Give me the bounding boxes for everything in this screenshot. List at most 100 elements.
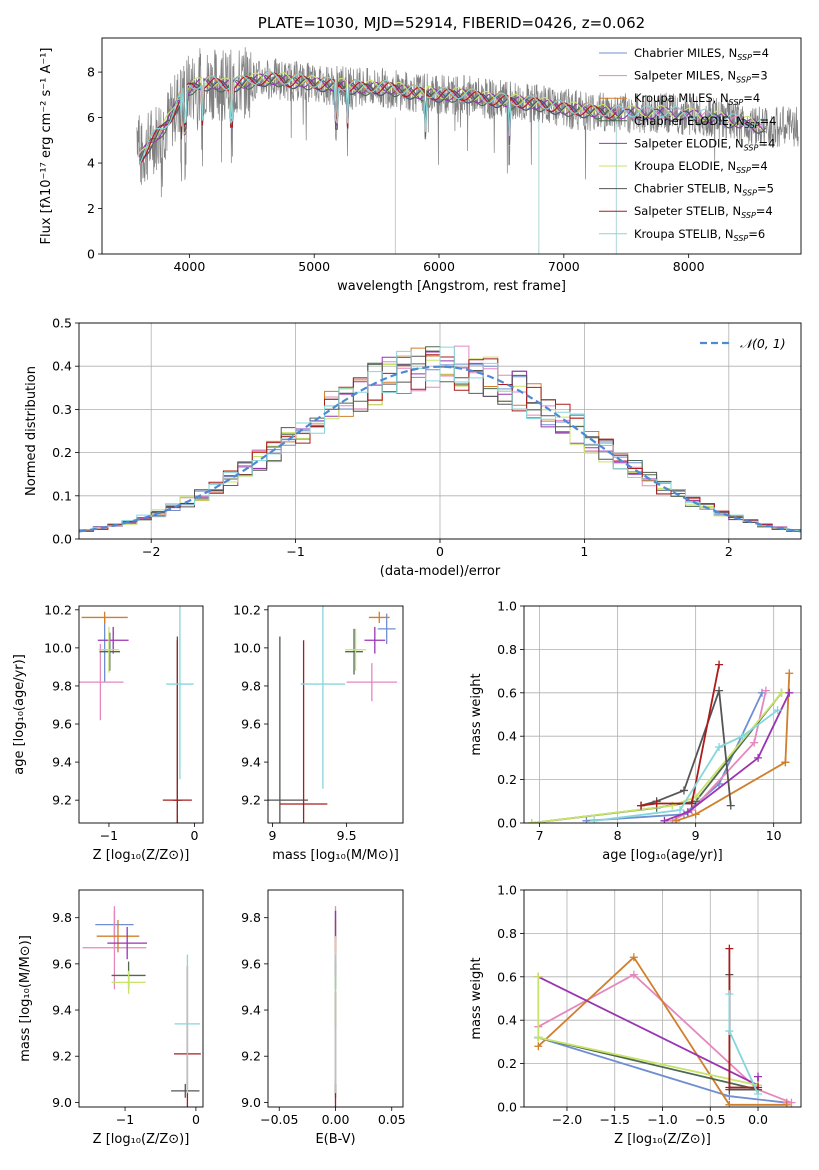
x-tick-label: 0.00	[322, 1112, 350, 1127]
plot-area-weight-Z	[534, 944, 796, 1107]
weight-marker	[629, 953, 638, 962]
x-tick-label: −1.0	[647, 1112, 677, 1127]
y-tick-label: 9.0	[241, 1095, 261, 1110]
x-tick-label: −1	[100, 828, 118, 843]
errorbar-point	[279, 640, 328, 823]
panel-spectrum: 4000 5000 6000 7000 8000 0 2 4 6 8 wavelength [Ang…	[39, 14, 802, 294]
y-tick-label: 9.2	[241, 1049, 261, 1064]
y-axis-label: mass weight	[469, 957, 484, 1039]
x-tick-label: −1	[286, 544, 304, 559]
y-tick-label: 10.2	[233, 602, 261, 617]
weight-marker	[725, 1083, 734, 1092]
x-tick-label: 9.5	[337, 828, 357, 843]
y-tick-label: 9.4	[241, 755, 261, 770]
plot-area-age-Z	[79, 606, 194, 823]
plot-area-weight-age	[527, 660, 794, 823]
y-tick-label: 10.0	[233, 640, 261, 655]
histogram-8	[79, 346, 801, 531]
x-tick-label: −2	[142, 544, 160, 559]
errorbar-point	[268, 636, 309, 823]
axes-frame	[78, 605, 204, 824]
weight-marker	[754, 753, 763, 762]
y-tick-label: 0.6	[497, 685, 517, 700]
axes-frame	[78, 889, 204, 1108]
weight-marker	[782, 1100, 791, 1107]
y-tick-label: 8	[87, 65, 95, 80]
y-tick-label: 9.4	[52, 1003, 72, 1018]
x-tick-label: 0.0	[748, 1112, 768, 1127]
weight-marker	[725, 944, 734, 953]
weight-marker	[534, 1042, 543, 1051]
weight-marker	[773, 706, 782, 715]
panel-age-Z: −1 0 9.2 9.4 9.6 9.8 10.0 10.2 Z [log₁₀(Z/Z⊙)] ag…	[12, 602, 204, 863]
plot-area-spectrum	[136, 47, 799, 254]
panel-residuals: −2 −1 0 1 2 0.0 0.1 0.2 0.3 0.4 0.5 (data-model)/er…	[24, 316, 802, 579]
errorbar-point	[377, 613, 396, 645]
x-tick-label: −1.5	[600, 1112, 630, 1127]
errorbar-point	[82, 906, 147, 990]
weight-marker	[676, 805, 685, 814]
y-tick-label: 0.5	[52, 316, 72, 331]
model-spectrum-4	[138, 73, 766, 158]
errorbar-point	[345, 628, 363, 675]
y-tick-label: 2	[87, 201, 95, 216]
panel-weight-Z: −2.0 −1.5 −1.0 −0.5 0.0 0.0 0.2 0.4 0.6 0.8 1.0 Z […	[469, 883, 802, 1147]
errorbar-point	[162, 640, 192, 823]
y-tick-label: 0.2	[497, 1056, 517, 1071]
y-tick-label: 9.6	[52, 717, 72, 732]
weight-marker	[777, 688, 786, 697]
y-tick-label: 0.0	[52, 532, 72, 547]
plot-area-mass-Z	[82, 906, 201, 1107]
errorbar-point	[98, 626, 120, 673]
y-tick-label: 4	[87, 156, 95, 171]
x-tick-label: 8	[614, 828, 622, 843]
weight-marker	[781, 758, 790, 767]
errorbar-point	[300, 606, 346, 789]
x-tick-label: 4000	[173, 259, 205, 274]
weight-marker	[715, 743, 724, 752]
weight-series	[531, 692, 783, 823]
weight-marker	[785, 669, 794, 678]
y-tick-label: 0.0	[497, 816, 517, 831]
x-tick-label: 6000	[423, 259, 455, 274]
weight-series	[640, 664, 720, 807]
model-spectrum-7	[139, 72, 617, 165]
legend-label: Kroupa ELODIE, NSSP=4	[634, 159, 768, 175]
weight-marker	[672, 816, 681, 823]
weight-marker	[726, 801, 735, 810]
y-tick-label: 0	[87, 247, 95, 262]
weight-marker	[534, 972, 543, 981]
legend-label: Salpeter ELODIE, NSSP=4	[634, 136, 775, 152]
y-tick-label: 9.4	[52, 755, 72, 770]
x-tick-label: 9	[268, 828, 276, 843]
x-tick-label: 10	[766, 828, 782, 843]
y-tick-label: 0.6	[497, 969, 517, 984]
legend-label: Chabrier ELODIE, NSSP=4	[634, 114, 776, 130]
y-tick-label: 1.0	[497, 599, 517, 614]
errorbar-point	[166, 606, 194, 780]
chart-title: PLATE=1030, MJD=52914, FIBERID=0426, z=0…	[258, 14, 645, 32]
x-tick-label: 9	[692, 828, 700, 843]
weight-marker	[754, 1072, 763, 1081]
x-tick-label: 7	[536, 828, 544, 843]
x-tick-label: −0.05	[260, 1112, 298, 1127]
y-tick-label: 9.2	[241, 793, 261, 808]
legend-label: Salpeter STELIB, NSSP=4	[634, 204, 773, 220]
weight-marker	[738, 732, 747, 741]
weight-marker	[637, 801, 646, 810]
x-tick-label: 0	[190, 828, 198, 843]
plot-area-age-mass	[268, 606, 398, 823]
x-axis-label: Z [log₁₀(Z/Z⊙)]	[93, 1132, 190, 1147]
legend-label: Salpeter MILES, NSSP=3	[634, 69, 768, 85]
observed-spectrum	[136, 47, 799, 198]
panel-weight-age: 7 8 9 10 0.0 0.2 0.4 0.6 0.8 1.0 age [log₁₀(age/yr…	[469, 599, 802, 863]
legend-label: Chabrier STELIB, NSSP=5	[634, 182, 774, 198]
axes-frame	[78, 322, 802, 540]
weight-marker	[715, 686, 724, 695]
y-tick-label: 0.2	[497, 772, 517, 787]
y-axis-label: Flux [fλ10⁻¹⁷ erg cm⁻² s⁻¹ A⁻¹]	[39, 48, 54, 245]
y-tick-label: 0.8	[497, 926, 517, 941]
y-tick-label: 9.2	[52, 793, 72, 808]
weight-marker	[590, 816, 599, 823]
